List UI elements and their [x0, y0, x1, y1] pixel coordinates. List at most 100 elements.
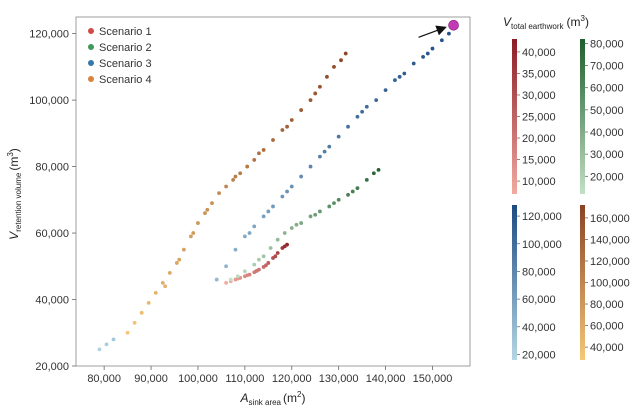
data-point-scenario-3: [327, 144, 332, 149]
data-point-scenario-4: [189, 234, 193, 239]
data-point-scenario-3: [299, 174, 304, 179]
x-tick-label: 90,000: [134, 373, 168, 385]
data-point-scenario-2: [355, 186, 360, 191]
data-point-scenario-4: [210, 201, 214, 206]
data-point-scenario-2: [294, 222, 299, 227]
colorbar-tick-label: 70,000: [590, 61, 624, 73]
data-point-scenario-1: [224, 281, 228, 285]
y-tick-label: 60,000: [35, 228, 69, 240]
data-point-scenario-4: [245, 164, 250, 169]
data-point-scenario-4: [132, 320, 137, 325]
colorbar-tick-label: 80,000: [590, 299, 624, 311]
colorbar-tick-label: 15,000: [522, 155, 556, 167]
y-tick-label: 100,000: [29, 95, 69, 107]
x-tick-label: 130,000: [319, 373, 359, 385]
colorbar-tick-label: 20,000: [522, 349, 556, 361]
data-point-scenario-4: [224, 184, 228, 189]
data-point-scenario-3: [285, 189, 289, 194]
data-point-scenario-4: [231, 177, 236, 182]
data-point-scenario-4: [271, 138, 275, 142]
colorbar-scenario-2: [580, 39, 585, 194]
data-point-scenario-4: [339, 58, 343, 63]
colorbar-tick-label: 25,000: [522, 112, 556, 124]
colorbar-title: Vtotal earthwork (m3): [503, 14, 589, 31]
data-point-scenario-4: [203, 211, 207, 216]
data-point-scenario-2: [242, 269, 247, 274]
colorbar-tick-label: 10,000: [522, 176, 556, 188]
y-axis-title: Vretention volume(m3): [6, 148, 23, 240]
data-point-scenario-2: [282, 231, 287, 235]
data-point-scenario-4: [205, 207, 210, 212]
y-tick-label: 40,000: [35, 295, 69, 307]
data-point-scenario-4: [196, 221, 200, 225]
data-point-scenario-3: [446, 31, 451, 36]
data-point-scenario-4: [325, 74, 329, 79]
data-point-scenario-3: [425, 51, 430, 56]
colorbar-tick-label: 30,000: [590, 149, 624, 161]
data-point-scenario-4: [174, 261, 179, 265]
data-point-scenario-3: [252, 224, 257, 229]
y-tick-label: 120,000: [29, 29, 69, 41]
data-point-scenario-2: [308, 214, 313, 219]
data-point-scenario-4: [280, 128, 285, 132]
data-point-scenario-2: [235, 274, 240, 279]
data-point-scenario-4: [139, 310, 144, 315]
x-tick-label: 120,000: [272, 373, 312, 385]
data-point-scenario-1: [282, 244, 287, 249]
data-point-scenario-4: [146, 300, 151, 305]
data-point-scenario-2: [313, 212, 318, 217]
highlight-point: [448, 20, 459, 31]
legend-marker-scenario-3: [88, 60, 94, 66]
data-point-scenario-3: [104, 342, 109, 347]
data-point-scenario-4: [299, 108, 304, 112]
legend-label-scenario-1: Scenario 1: [99, 26, 152, 38]
data-point-scenario-4: [285, 124, 289, 129]
colorbar-scenario-3: [512, 205, 517, 360]
legend-marker-scenario-4: [88, 76, 94, 82]
data-point-scenario-4: [238, 171, 243, 176]
colorbar-tick-label: 120,000: [522, 211, 562, 223]
data-point-scenario-3: [271, 204, 275, 209]
x-tick-label: 80,000: [87, 373, 121, 385]
data-point-scenario-2: [275, 237, 280, 242]
data-point-scenario-3: [224, 264, 228, 269]
legend-label-scenario-2: Scenario 2: [99, 42, 152, 54]
data-point-scenario-2: [299, 221, 304, 225]
data-point-scenario-1: [254, 269, 259, 273]
data-point-scenario-3: [430, 46, 435, 51]
data-point-scenario-4: [289, 118, 294, 122]
data-point-scenario-3: [355, 114, 360, 119]
colorbar-tick-label: 140,000: [590, 234, 630, 246]
data-point-scenario-3: [111, 337, 116, 342]
colorbar-tick-label: 80,000: [522, 266, 556, 278]
colorbars: 10,000 15,000 20,000 25,000 30,000 35,000 40,0…: [512, 38, 630, 361]
data-point-scenario-1: [266, 261, 271, 265]
data-point-scenario-3: [214, 277, 219, 282]
data-point-scenario-4: [261, 148, 266, 152]
data-point-scenario-4: [332, 64, 336, 69]
data-point-scenario-4: [167, 271, 172, 275]
data-point-scenario-3: [346, 124, 350, 129]
data-point-scenario-3: [336, 134, 341, 139]
data-point-scenario-2: [327, 204, 332, 209]
colorbar-tick-label: 80,000: [590, 38, 624, 50]
colorbar-tick-label: 40,000: [590, 342, 624, 354]
data-point-scenario-4: [191, 231, 196, 235]
x-tick-label: 150,000: [413, 373, 453, 385]
data-point-scenario-4: [160, 281, 165, 285]
data-point-scenario-2: [332, 201, 336, 206]
data-point-scenario-1: [273, 254, 278, 259]
legend-label-scenario-3: Scenario 3: [99, 58, 152, 70]
colorbar-tick-label: 20,000: [522, 133, 556, 145]
colorbar-tick-label: 40,000: [522, 47, 556, 59]
data-point-scenario-2: [364, 177, 369, 182]
y-tick-label: 20,000: [35, 361, 69, 373]
data-point-scenario-2: [289, 226, 294, 230]
data-point-scenario-3: [266, 209, 271, 214]
data-point-scenario-4: [257, 151, 261, 156]
data-point-scenario-3: [308, 164, 313, 169]
data-point-scenario-2: [371, 171, 376, 176]
data-point-scenario-2: [257, 257, 261, 262]
data-point-scenario-3: [289, 184, 294, 189]
data-point-scenario-3: [247, 231, 252, 235]
